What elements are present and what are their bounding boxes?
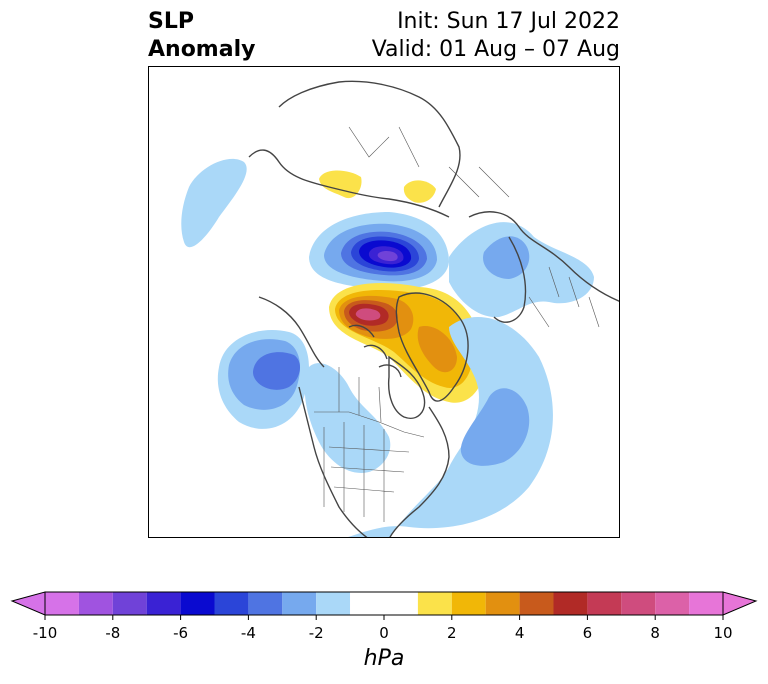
colorbar-cell bbox=[519, 592, 554, 615]
coastline-siberia bbox=[278, 80, 461, 208]
colorbar-tick-label: -6 bbox=[173, 624, 189, 642]
anomaly-fill-alaska-low-3 bbox=[253, 352, 301, 390]
anomaly-fill-pacific-arm bbox=[181, 158, 247, 248]
colorbar-cell bbox=[655, 592, 690, 615]
anomaly-fill-arctic-high-6 bbox=[355, 308, 381, 321]
colorbar-tick-label: 10 bbox=[713, 624, 733, 642]
coastlines bbox=[248, 80, 619, 537]
colorbar bbox=[10, 591, 758, 620]
coastline-arctic-russia bbox=[248, 149, 450, 218]
colorbar-cell bbox=[214, 592, 249, 615]
title-right: Init: Sun 17 Jul 2022 Valid: 01 Aug – 07… bbox=[372, 8, 620, 64]
colorbar-cell bbox=[282, 592, 317, 615]
title-variable: SLP bbox=[148, 9, 194, 34]
coastline-north-america-east bbox=[389, 406, 450, 537]
coastline-hudson-bay bbox=[387, 355, 426, 419]
border-us-states bbox=[323, 422, 410, 522]
colorbar-tick-label: 4 bbox=[514, 624, 525, 642]
anomaly-fill-greenland-high bbox=[417, 326, 457, 373]
coastline-alaska bbox=[258, 296, 325, 368]
coastline-scandinavia bbox=[493, 236, 527, 323]
colorbar-cell bbox=[180, 592, 215, 615]
coastline-canadian-archipelago bbox=[348, 324, 402, 378]
colorbar-tick-label: 8 bbox=[650, 624, 660, 642]
border-canada-provinces bbox=[338, 367, 382, 423]
colorbar-extend-min bbox=[10, 591, 46, 616]
country-borders bbox=[314, 126, 600, 522]
colorbar-tick-label: -10 bbox=[32, 624, 58, 642]
colorbar-cell bbox=[316, 592, 351, 615]
anomaly-fill-atlantic-low-1 bbox=[348, 317, 553, 537]
colorbar-tick-label: -2 bbox=[308, 624, 324, 642]
anomaly-fills bbox=[181, 158, 594, 537]
title-type: Anomaly bbox=[148, 37, 256, 62]
colorbar-cell bbox=[146, 592, 181, 615]
colorbar-tick-label: 0 bbox=[379, 624, 389, 642]
anomaly-fill-europe-low-core bbox=[483, 236, 530, 279]
colorbar-cells bbox=[45, 592, 723, 615]
anomaly-fill-atlantic-low-2 bbox=[460, 388, 530, 466]
colorbar-tick-label: -4 bbox=[240, 624, 256, 642]
border-europe bbox=[528, 266, 600, 328]
colorbar-tick-label: 2 bbox=[447, 624, 457, 642]
border-us-canada bbox=[314, 411, 425, 438]
colorbar-cell bbox=[112, 592, 147, 615]
colorbar-cell bbox=[485, 592, 520, 615]
colorbar-cell bbox=[45, 592, 79, 615]
anomaly-fill-us-low bbox=[304, 363, 391, 473]
colorbar-cell bbox=[621, 592, 656, 615]
colorbar-extend-max bbox=[722, 591, 758, 616]
colorbar-cell bbox=[553, 592, 588, 615]
anomaly-fill-arctic-low-7 bbox=[377, 250, 398, 262]
colorbar-cell bbox=[587, 592, 622, 615]
coastline-greenland bbox=[395, 292, 469, 402]
colorbar-cell bbox=[451, 592, 486, 615]
colorbar-unit-label: hPa bbox=[363, 646, 405, 671]
valid-range: Valid: 01 Aug – 07 Aug bbox=[371, 37, 620, 62]
colorbar-tick-label: -8 bbox=[105, 624, 121, 642]
colorbar-cell bbox=[689, 592, 723, 615]
colorbar-ticks bbox=[44, 615, 724, 620]
coastline-north-america-west bbox=[298, 386, 368, 537]
map-edge-gap bbox=[149, 285, 152, 321]
colorbar-cell bbox=[417, 592, 452, 615]
anomaly-fill-siberia-high-east bbox=[403, 180, 436, 203]
colorbar-tick-label: 6 bbox=[582, 624, 593, 642]
coastline-europe bbox=[468, 211, 619, 302]
colorbar-cell bbox=[78, 592, 113, 615]
title-left: SLP Anomaly bbox=[148, 8, 255, 64]
colorbar-cell bbox=[248, 592, 283, 615]
border-russia bbox=[348, 126, 510, 198]
colorbar-cell bbox=[350, 592, 418, 615]
map-panel bbox=[148, 66, 620, 538]
anomaly-fill-siberia-high-west bbox=[319, 170, 362, 199]
map-svg bbox=[149, 80, 619, 537]
init-date: Init: Sun 17 Jul 2022 bbox=[397, 9, 620, 34]
